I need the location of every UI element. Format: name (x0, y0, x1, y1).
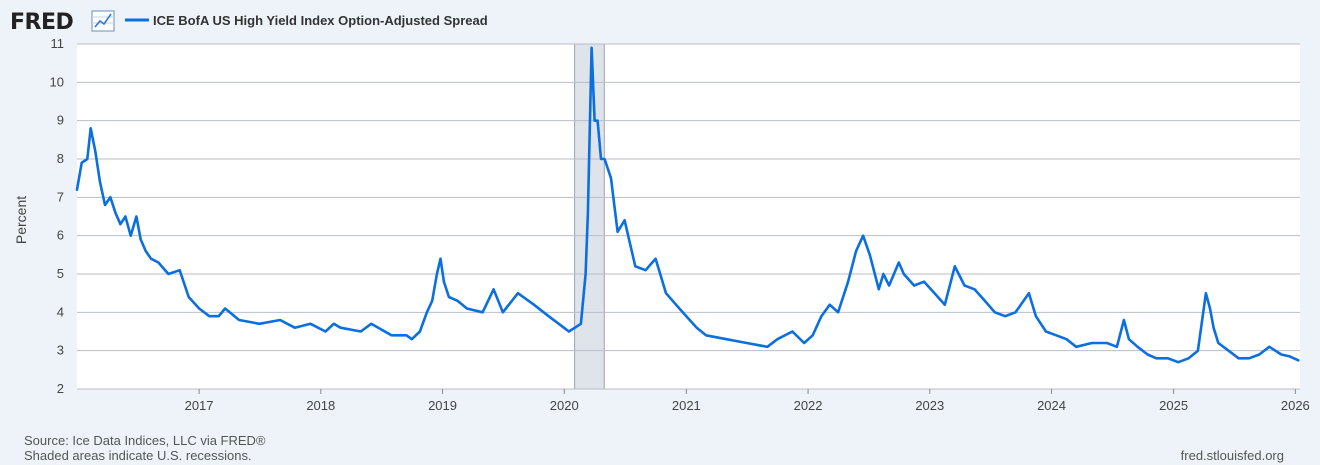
x-tick-label: 2021 (672, 398, 701, 413)
line-chart-icon (91, 10, 115, 32)
y-axis-title: Percent (13, 196, 29, 244)
y-tick-label: 8 (57, 151, 64, 166)
y-tick-label: 9 (57, 113, 64, 128)
x-tick-label: 2025 (1159, 398, 1188, 413)
x-tick-label: 2022 (794, 398, 823, 413)
y-axis-ticks: 2 3 4 5 6 7 8 9 10 11 (50, 36, 64, 396)
recession-note: Shaded areas indicate U.S. recessions. (24, 448, 252, 463)
y-tick-label: 7 (57, 189, 64, 204)
x-tick-label: 2023 (915, 398, 944, 413)
x-tick-label: 2026 (1281, 398, 1310, 413)
y-tick-label: 4 (57, 304, 64, 319)
y-tick-label: 3 (57, 343, 64, 358)
legend-label: ICE BofA US High Yield Index Option-Adju… (153, 13, 488, 28)
y-tick-label: 5 (57, 266, 64, 281)
x-axis-ticks: 2017 2018 2019 2020 2021 2022 2023 2024 2025 2026 (185, 389, 1310, 413)
x-tick-label: 2024 (1037, 398, 1066, 413)
x-tick-label: 2019 (428, 398, 457, 413)
y-tick-label: 6 (57, 228, 64, 243)
legend: ICE BofA US High Yield Index Option-Adju… (125, 13, 488, 28)
plot-area (77, 44, 1300, 389)
fred-logo[interactable]: FRED (10, 10, 115, 35)
x-tick-label: 2017 (185, 398, 214, 413)
y-tick-label: 11 (51, 36, 65, 51)
x-tick-label: 2020 (550, 398, 579, 413)
y-tick-label: 10 (50, 74, 64, 89)
y-tick-label: 2 (57, 381, 64, 396)
x-tick-label: 2018 (306, 398, 335, 413)
fred-logo-text: FRED (10, 10, 73, 35)
grid (77, 43, 1300, 390)
site-url[interactable]: fred.stlouisfed.org (1180, 448, 1284, 463)
source-note: Source: Ice Data Indices, LLC via FRED® (24, 433, 266, 448)
series-layer (75, 46, 1300, 364)
series-line-0[interactable] (75, 46, 1300, 364)
